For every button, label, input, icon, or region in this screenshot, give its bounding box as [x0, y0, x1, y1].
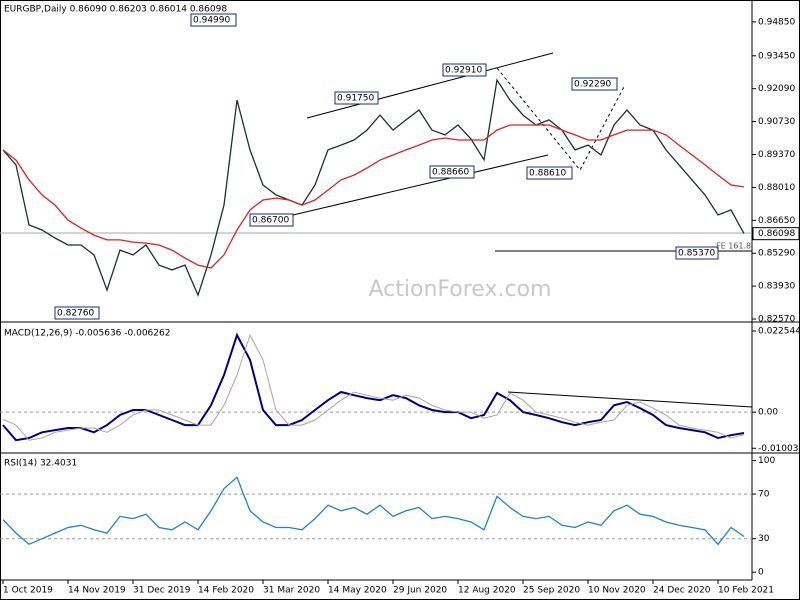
annotation-box: [442, 63, 487, 77]
series-line: [2, 333, 745, 441]
y-tick-label: 0.93450: [758, 51, 795, 61]
annotation-box: [571, 77, 618, 91]
x-tick-label: 1 Oct 2019: [3, 586, 53, 596]
y-tick-label: 0.00: [758, 408, 778, 418]
x-tick-label: 10 Nov 2020: [588, 586, 646, 596]
y-tick-label: 100: [758, 456, 775, 466]
y-tick-label: 0.92090: [758, 84, 795, 94]
annotation-box: [190, 13, 237, 27]
y-tick-label: 0.83930: [758, 282, 795, 292]
y-tick-label: 70: [758, 490, 770, 500]
y-tick-label: 0.89370: [758, 150, 795, 160]
last-price-label: 0.86098: [758, 229, 795, 239]
macd-title: MACD(12,26,9) -0.005636 -0.006262: [4, 329, 170, 339]
y-tick-label: 0.88010: [758, 183, 795, 193]
series-line: [2, 476, 745, 546]
annotation-box: [249, 213, 294, 227]
annotation: 0.86700: [252, 216, 289, 226]
chart-title: EURGBP,Daily 0.86090 0.86203 0.86014 0.8…: [4, 5, 227, 15]
y-tick-label: 0.82570: [758, 315, 795, 325]
annotation-box: [54, 306, 100, 320]
rsi-title: RSI(14) 32.4031: [4, 459, 77, 469]
annotation: 0.88610: [529, 169, 566, 179]
y-tick-label: 0: [758, 568, 764, 578]
trend-line: [306, 52, 554, 119]
y-tick-label: 0.022544: [758, 326, 800, 336]
annotation: 0.88660: [432, 168, 469, 178]
annotation: 0.94990: [193, 16, 230, 26]
annotation: 0.91750: [337, 94, 374, 104]
x-tick-label: 31 Dec 2019: [133, 586, 191, 596]
y-tick-label: 0.90730: [758, 117, 795, 127]
x-tick-label: 14 Feb 2020: [198, 586, 254, 596]
y-tick-label: 0.94850: [758, 17, 795, 27]
annotation: 0.92290: [574, 80, 611, 90]
x-tick-label: 31 Mar 2020: [263, 586, 320, 596]
x-tick-label: 14 May 2020: [328, 586, 387, 596]
annotation-box: [526, 166, 573, 180]
annotation: 0.85370: [678, 249, 715, 259]
annotation: 0.92910: [445, 66, 482, 76]
y-tick-label: 30: [758, 534, 770, 544]
x-tick-label: 14 Nov 2019: [68, 586, 126, 596]
x-tick-label: 25 Sep 2020: [523, 586, 580, 596]
x-tick-label: 29 Jun 2020: [393, 586, 447, 596]
last-price-box: [752, 227, 800, 241]
annotation-box: [675, 246, 719, 260]
annotation: FE 161.8: [716, 242, 751, 251]
x-tick-label: 10 Feb 2021: [718, 586, 774, 596]
pattern-line: [496, 67, 626, 171]
x-tick-label: 12 Aug 2020: [458, 586, 516, 596]
y-tick-label: -0.010039: [758, 444, 800, 454]
series-line: [2, 332, 745, 442]
x-tick-label: 24 Dec 2020: [653, 586, 711, 596]
annotation-box: [334, 91, 379, 105]
series-line: [2, 78, 745, 297]
annotation: 0.82760: [57, 309, 94, 319]
series-line: [2, 124, 745, 269]
y-tick-label: 0.86650: [758, 216, 795, 226]
annotation-box: [429, 165, 475, 179]
trend-line: [292, 154, 549, 216]
watermark: ActionForex.com: [369, 277, 552, 302]
y-tick-label: 0.85290: [758, 249, 795, 259]
macd-trend-line: [507, 391, 753, 408]
